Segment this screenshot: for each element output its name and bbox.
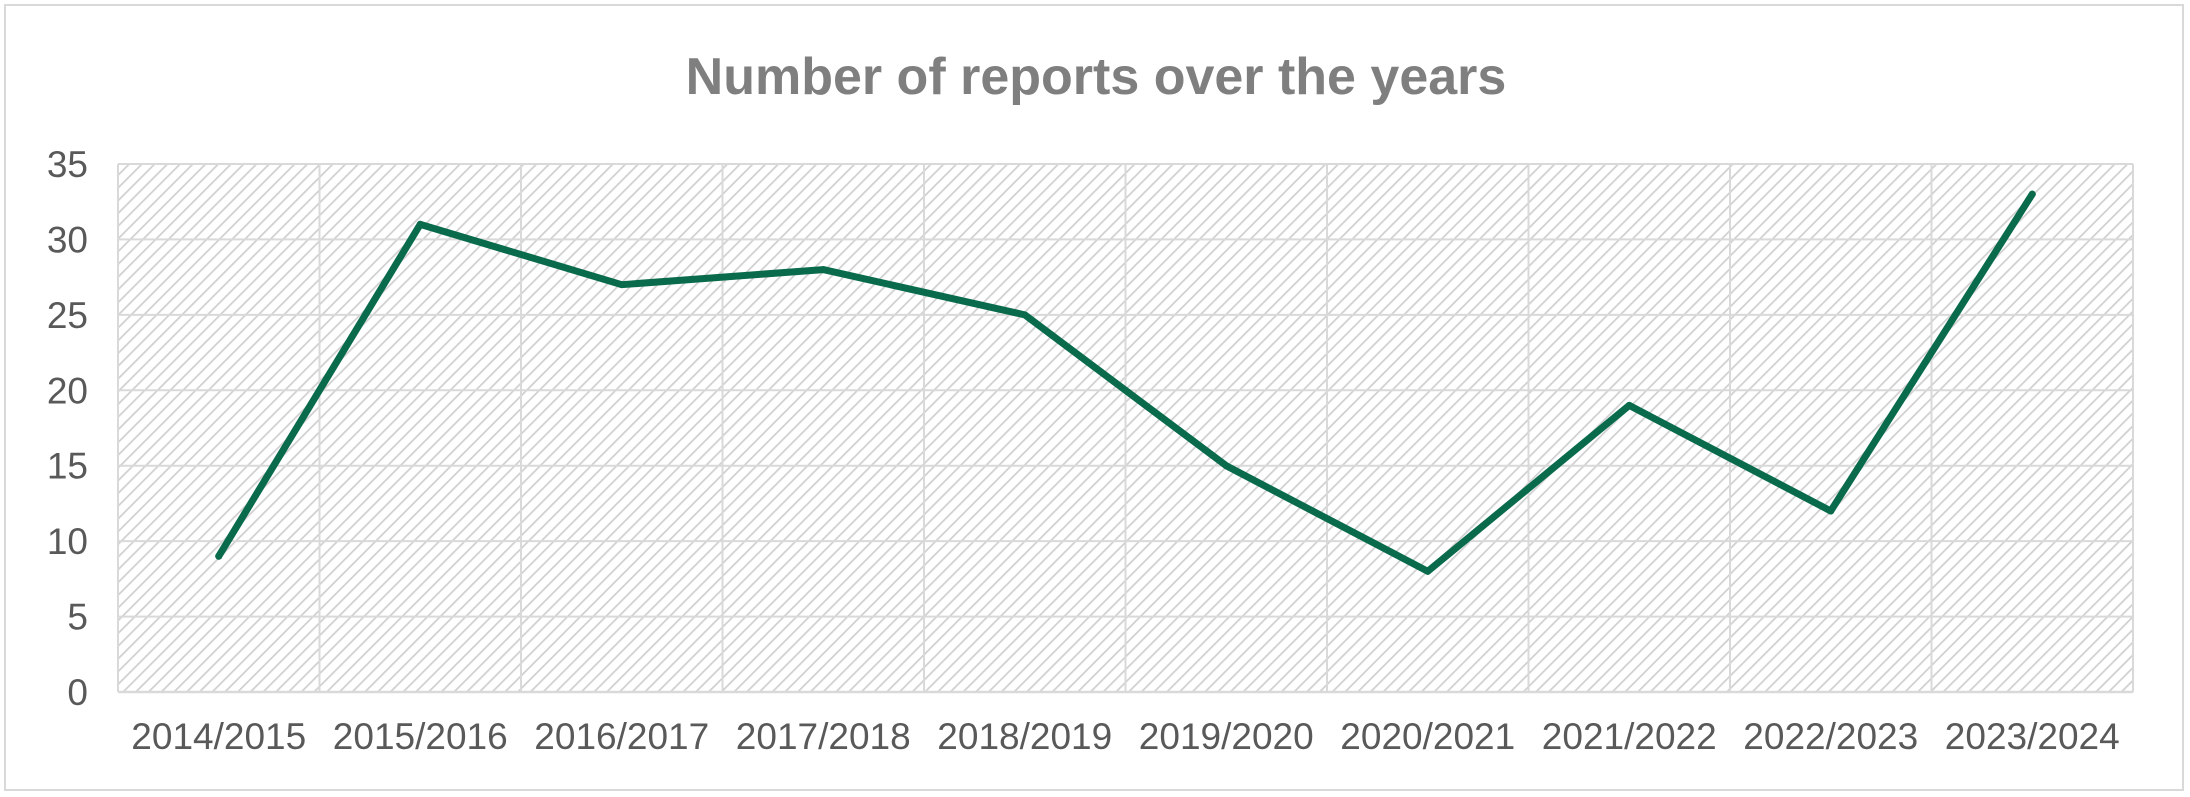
y-tick-label: 30 [47, 219, 88, 260]
gridlines [117, 163, 2134, 692]
y-axis-ticks: 0 5 10 15 20 25 30 35 [47, 144, 88, 713]
series-line [215, 190, 2036, 575]
x-tick-label: 2015/2016 [333, 716, 508, 757]
data-point [819, 266, 827, 274]
y-tick-label: 20 [47, 370, 88, 411]
line-chart: Number of reports over the years 0 5 10 15 2… [47, 48, 2134, 757]
data-point [2028, 190, 2036, 198]
chart-frame: Number of reports over the years 0 5 10 15 2… [4, 4, 2184, 791]
x-tick-label: 2014/2015 [131, 716, 306, 757]
x-tick-label: 2022/2023 [1743, 716, 1918, 757]
data-point [1625, 401, 1633, 409]
data-point [1021, 311, 1029, 319]
y-tick-label: 25 [47, 295, 88, 336]
x-tick-label: 2020/2021 [1340, 716, 1515, 757]
x-tick-label: 2018/2019 [937, 716, 1112, 757]
series-layer [215, 190, 2036, 575]
y-tick-label: 5 [67, 597, 88, 638]
x-tick-label: 2019/2020 [1139, 716, 1314, 757]
x-axis-ticks: 2014/2015 2015/2016 2016/2017 2017/2018 2018… [131, 716, 2119, 757]
data-point [416, 220, 424, 228]
y-tick-label: 35 [47, 144, 88, 185]
data-point [1222, 462, 1230, 470]
y-tick-label: 15 [47, 446, 88, 487]
x-tick-label: 2016/2017 [534, 716, 709, 757]
x-tick-label: 2023/2024 [1945, 716, 2120, 757]
chart-title: Number of reports over the years [686, 48, 1507, 106]
data-point [1424, 567, 1432, 575]
y-tick-label: 10 [47, 521, 88, 562]
x-tick-label: 2017/2018 [736, 716, 911, 757]
data-point [618, 281, 626, 289]
y-tick-label: 0 [67, 672, 88, 713]
data-point [215, 552, 223, 560]
x-tick-label: 2021/2022 [1542, 716, 1717, 757]
data-point [1827, 507, 1835, 515]
